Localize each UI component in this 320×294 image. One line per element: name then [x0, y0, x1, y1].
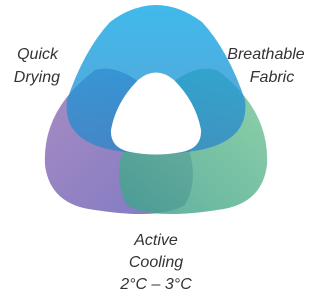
- node-label: Quick: [17, 46, 59, 63]
- node-label: 2°C – 3°C: [119, 276, 192, 293]
- node-label: Drying: [14, 69, 60, 86]
- node-label: Cooling: [129, 254, 183, 271]
- node-label: Fabric: [250, 69, 294, 86]
- node-label: Active: [133, 232, 178, 249]
- node-label: Breathable: [227, 46, 304, 63]
- diagram: Quick Drying Breathable Fabric Active Co…: [0, 0, 312, 294]
